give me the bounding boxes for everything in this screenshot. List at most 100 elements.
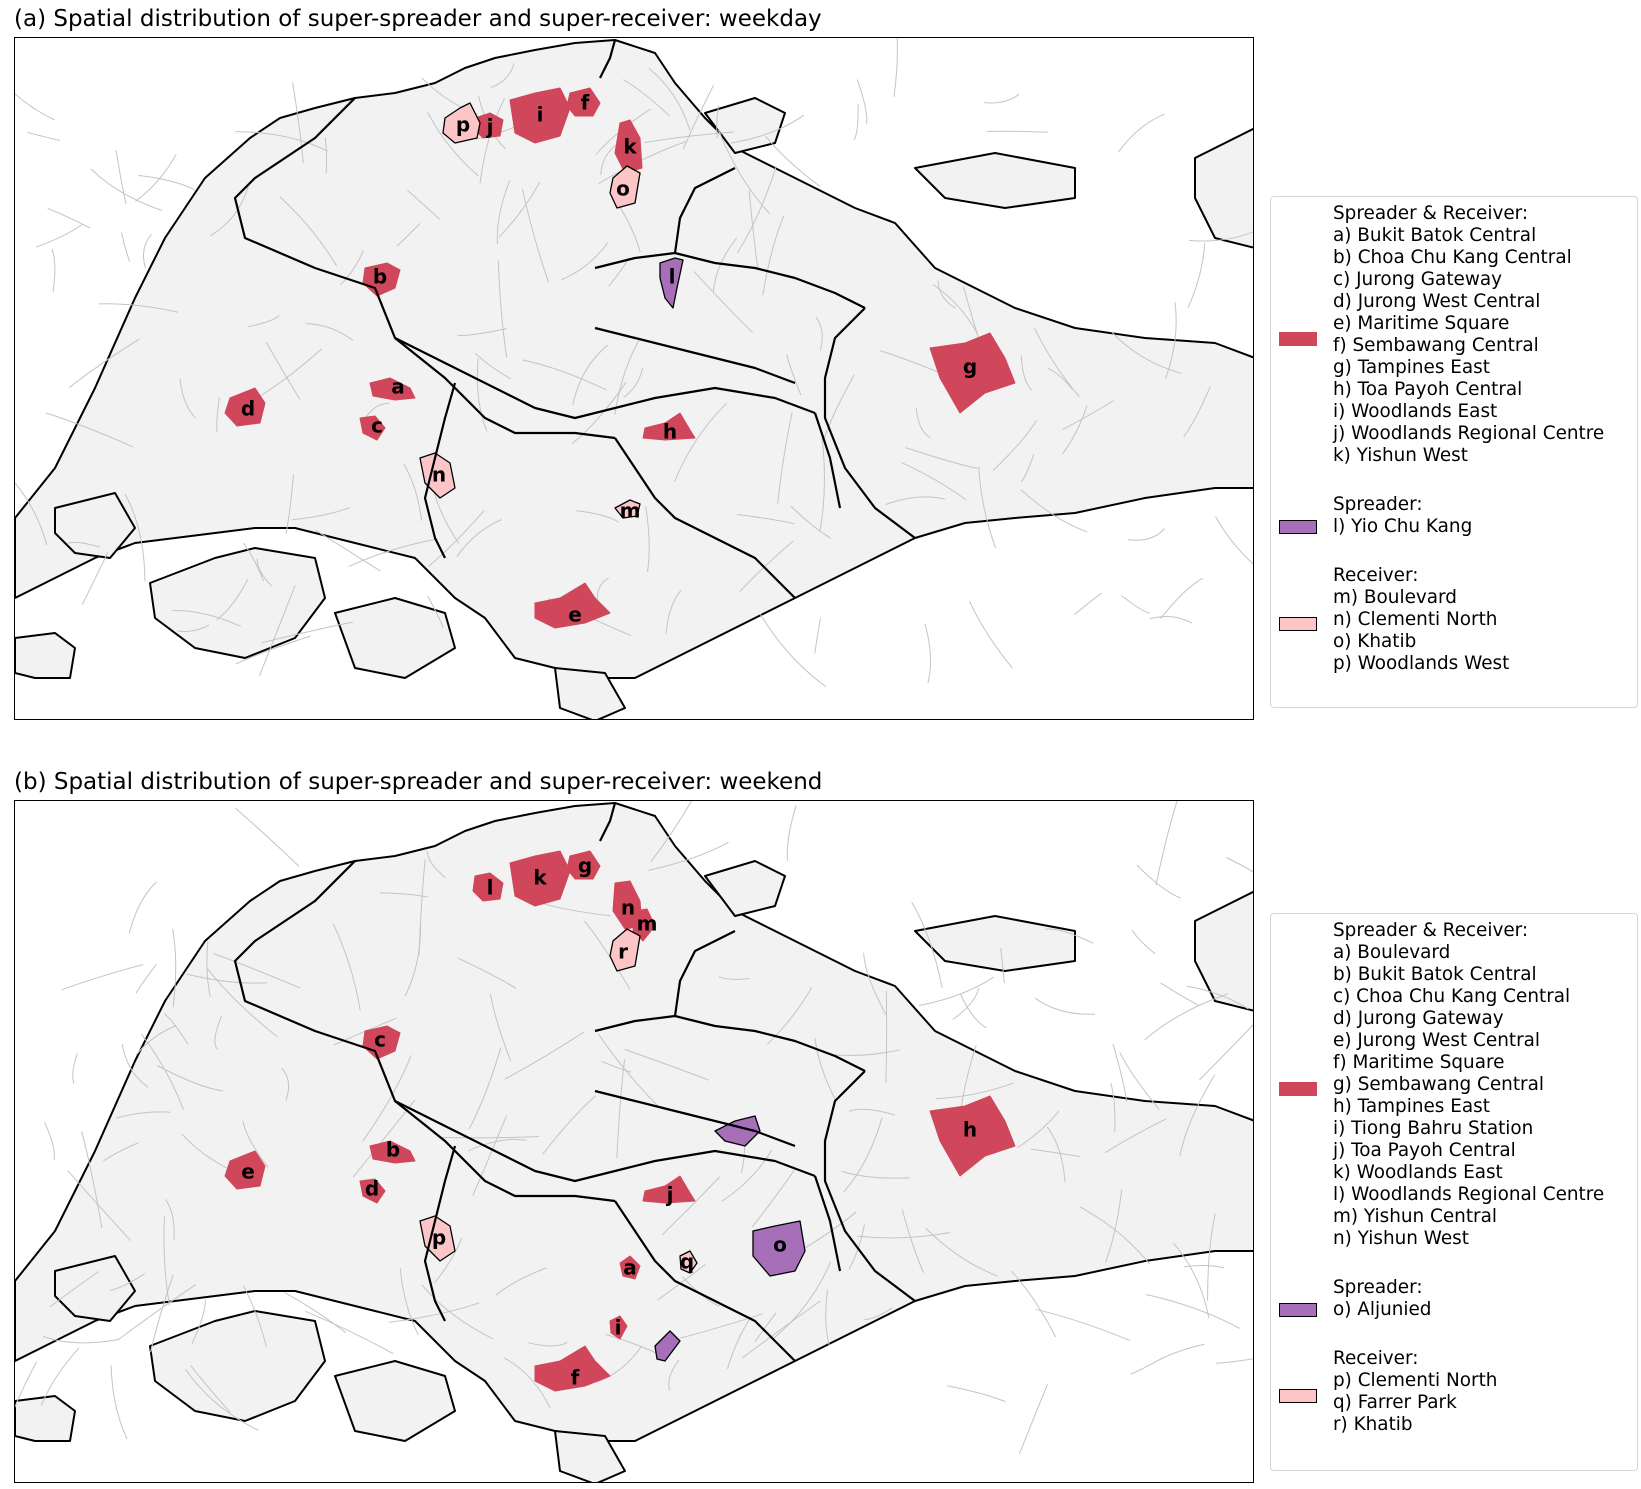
subzone-boundary (825, 1289, 830, 1346)
region-label-k: k (533, 866, 547, 890)
subzone-boundary (292, 82, 304, 164)
subzone-boundary (576, 510, 620, 523)
subzone-boundary (645, 506, 650, 573)
subzone-boundary (1183, 386, 1211, 438)
offshore-island (15, 1395, 76, 1442)
region-label-e: e (241, 1160, 255, 1184)
subzone-boundary (135, 153, 177, 202)
legend-swatch-receiver (1279, 617, 1317, 631)
offshore-island (704, 860, 786, 917)
region-d-spreader-receiver (224, 387, 266, 427)
subzone-boundary (458, 957, 517, 989)
legend-item: n) Clementi North (1333, 609, 1498, 630)
subzone-boundaries (15, 38, 1253, 688)
legend-item: m) Yishun Central (1333, 1206, 1497, 1227)
subzone-boundary (814, 1038, 837, 1101)
subzone-boundary (1019, 1384, 1048, 1454)
subzone-boundary (857, 1232, 951, 1239)
subzone-boundary (1074, 592, 1103, 616)
region-boundary (614, 437, 796, 599)
weekend-legend: Spreader & Receiver: a) Boulevard b) Bukit… (1270, 913, 1638, 1471)
legend-item: e) Jurong West Central (1333, 1030, 1541, 1051)
legend-item: f) Sembawang Central (1333, 335, 1539, 356)
subzone-boundary (1130, 1357, 1163, 1375)
subzone-boundary (490, 63, 515, 89)
region-boundary (673, 167, 736, 254)
legend-heading: Spreader: (1333, 494, 1423, 515)
legend-group-receiver: Receiver: p) Clementi North q) Farrer Park… (1271, 1348, 1637, 1436)
subzone-boundary (1149, 615, 1193, 624)
legend-swatch-spreader-receiver (1279, 332, 1317, 346)
subzone-boundary (265, 342, 301, 400)
region-i-spreader-receiver (509, 87, 571, 144)
subzone-boundary (727, 1316, 752, 1369)
subzone-boundary (103, 1142, 139, 1162)
subzone-boundary (935, 1082, 1015, 1100)
subzone-boundary (1199, 1024, 1253, 1081)
subzone-boundary (1035, 1308, 1131, 1342)
subzone-boundary (1118, 113, 1165, 153)
subzone-boundary (848, 1108, 896, 1116)
subzone-boundary (668, 1359, 680, 1391)
subzone-boundary (47, 207, 91, 229)
subzone-boundary (584, 920, 631, 990)
subzone-boundary (333, 1017, 397, 1046)
main-island (15, 39, 1253, 679)
subzone-boundary (1047, 367, 1073, 390)
subzone-boundary (124, 493, 146, 582)
legend-item: b) Bukit Batok Central (1333, 964, 1537, 985)
subzone-boundary (598, 141, 686, 185)
subzone-boundary (177, 624, 210, 633)
subzone-boundary (680, 1313, 764, 1339)
region-a-spreader-receiver (369, 377, 416, 401)
subzone-boundary (937, 280, 956, 309)
subzone-boundary (44, 1121, 55, 1161)
subzone-boundary (1111, 332, 1182, 374)
legend-item: o) Aljunied (1333, 1299, 1432, 1320)
subzone-boundary (489, 993, 512, 1062)
offshore-island (149, 1310, 326, 1422)
subzone-boundary (90, 168, 163, 211)
legend-item: m) Boulevard (1333, 587, 1457, 608)
subzone-boundary (242, 1120, 269, 1168)
region-boundary (594, 1014, 866, 1072)
subzone-boundary (40, 1347, 80, 1406)
region-label-a: a (391, 375, 405, 399)
legend-heading: Spreader & Receiver: (1333, 920, 1529, 941)
subzone-boundary (457, 328, 507, 337)
subzone-boundary (242, 542, 265, 582)
subzone-boundary (81, 551, 109, 605)
subzone-boundary (601, 1060, 632, 1073)
subzone-boundary (742, 1300, 821, 1359)
subzone-boundary (98, 303, 179, 313)
offshore-island (54, 1255, 136, 1322)
subzone-boundary (1110, 1082, 1116, 1133)
subzone-boundary (1011, 1270, 1057, 1338)
subzone-boundary (819, 438, 825, 532)
subzone-boundary (901, 1208, 924, 1273)
subzone-boundary (786, 805, 797, 861)
subzone-boundary (1160, 982, 1199, 1006)
subzone-boundary (843, 1117, 883, 1193)
subzone-boundary (49, 1271, 99, 1308)
subzone-boundary (117, 1284, 197, 1341)
subzone-boundary (718, 976, 750, 980)
panel-a-title: (a) Spatial distribution of super-spread… (14, 6, 822, 32)
region-boundary (594, 1089, 796, 1148)
region-label-c: c (374, 1028, 386, 1052)
subzone-boundary (15, 93, 55, 121)
legend-item: i) Woodlands East (1333, 401, 1498, 422)
subzone-boundary (332, 923, 361, 1011)
subzone-boundary (1187, 242, 1206, 308)
legend-swatch-spreader-receiver (1279, 1082, 1317, 1096)
subzone-boundary (434, 1237, 463, 1284)
subzone-boundary (623, 367, 644, 398)
subzone-boundary (777, 412, 793, 505)
subzone-boundary (216, 397, 220, 433)
region-e-spreader-receiver (224, 1150, 266, 1190)
subzone-boundary (1034, 328, 1080, 398)
subzone-boundary (968, 601, 1014, 669)
subzone-boundary (45, 412, 134, 448)
subzone-boundary (925, 1227, 999, 1277)
